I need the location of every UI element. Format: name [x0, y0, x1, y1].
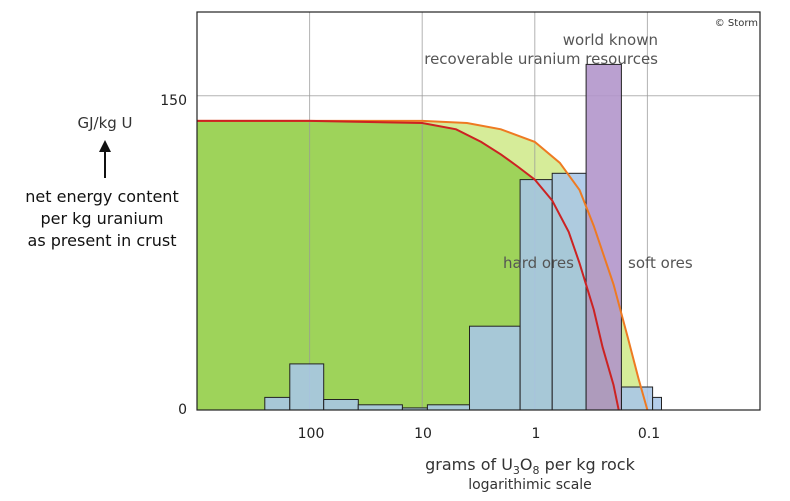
- x-tick-100: 100: [298, 426, 325, 442]
- x-axis-sublabel: logarithimic scale: [468, 477, 592, 493]
- y-tick-0: 0: [178, 402, 187, 418]
- bar: [621, 386, 654, 411]
- bar: [585, 63, 622, 411]
- bars-title-line-1: world known: [563, 31, 658, 49]
- hard-ores-label: hard ores: [503, 254, 574, 272]
- y-axis-label: GJ/kg U: [77, 114, 132, 132]
- up-arrow-icon: [99, 140, 111, 178]
- x-tick-0.1: 0.1: [638, 426, 660, 442]
- bar: [323, 399, 359, 411]
- y-description-line-2: per kg uranium: [40, 209, 163, 228]
- plot-frame: [196, 11, 761, 411]
- bar: [469, 325, 521, 411]
- bar: [652, 396, 662, 411]
- bar: [289, 363, 325, 411]
- x-axis-label: grams of U3O8 per kg rock: [425, 455, 635, 477]
- bar: [519, 179, 553, 411]
- hard-ores-line: [197, 119, 620, 410]
- soft-ores-line: [197, 119, 649, 410]
- bar: [357, 404, 403, 411]
- x-tick-1: 1: [532, 426, 541, 442]
- bar: [426, 404, 471, 411]
- soft-ores-label: soft ores: [628, 254, 693, 272]
- y-tick-150: 150: [160, 93, 187, 109]
- bars-title-line-2: recoverable uranium resources: [424, 50, 658, 68]
- y-description-line-1: net energy content: [25, 187, 178, 206]
- x-tick-10: 10: [414, 426, 432, 442]
- y-description-line-3: as present in crust: [28, 231, 177, 250]
- copyright-label: © Storm: [715, 18, 758, 29]
- bar: [264, 396, 291, 411]
